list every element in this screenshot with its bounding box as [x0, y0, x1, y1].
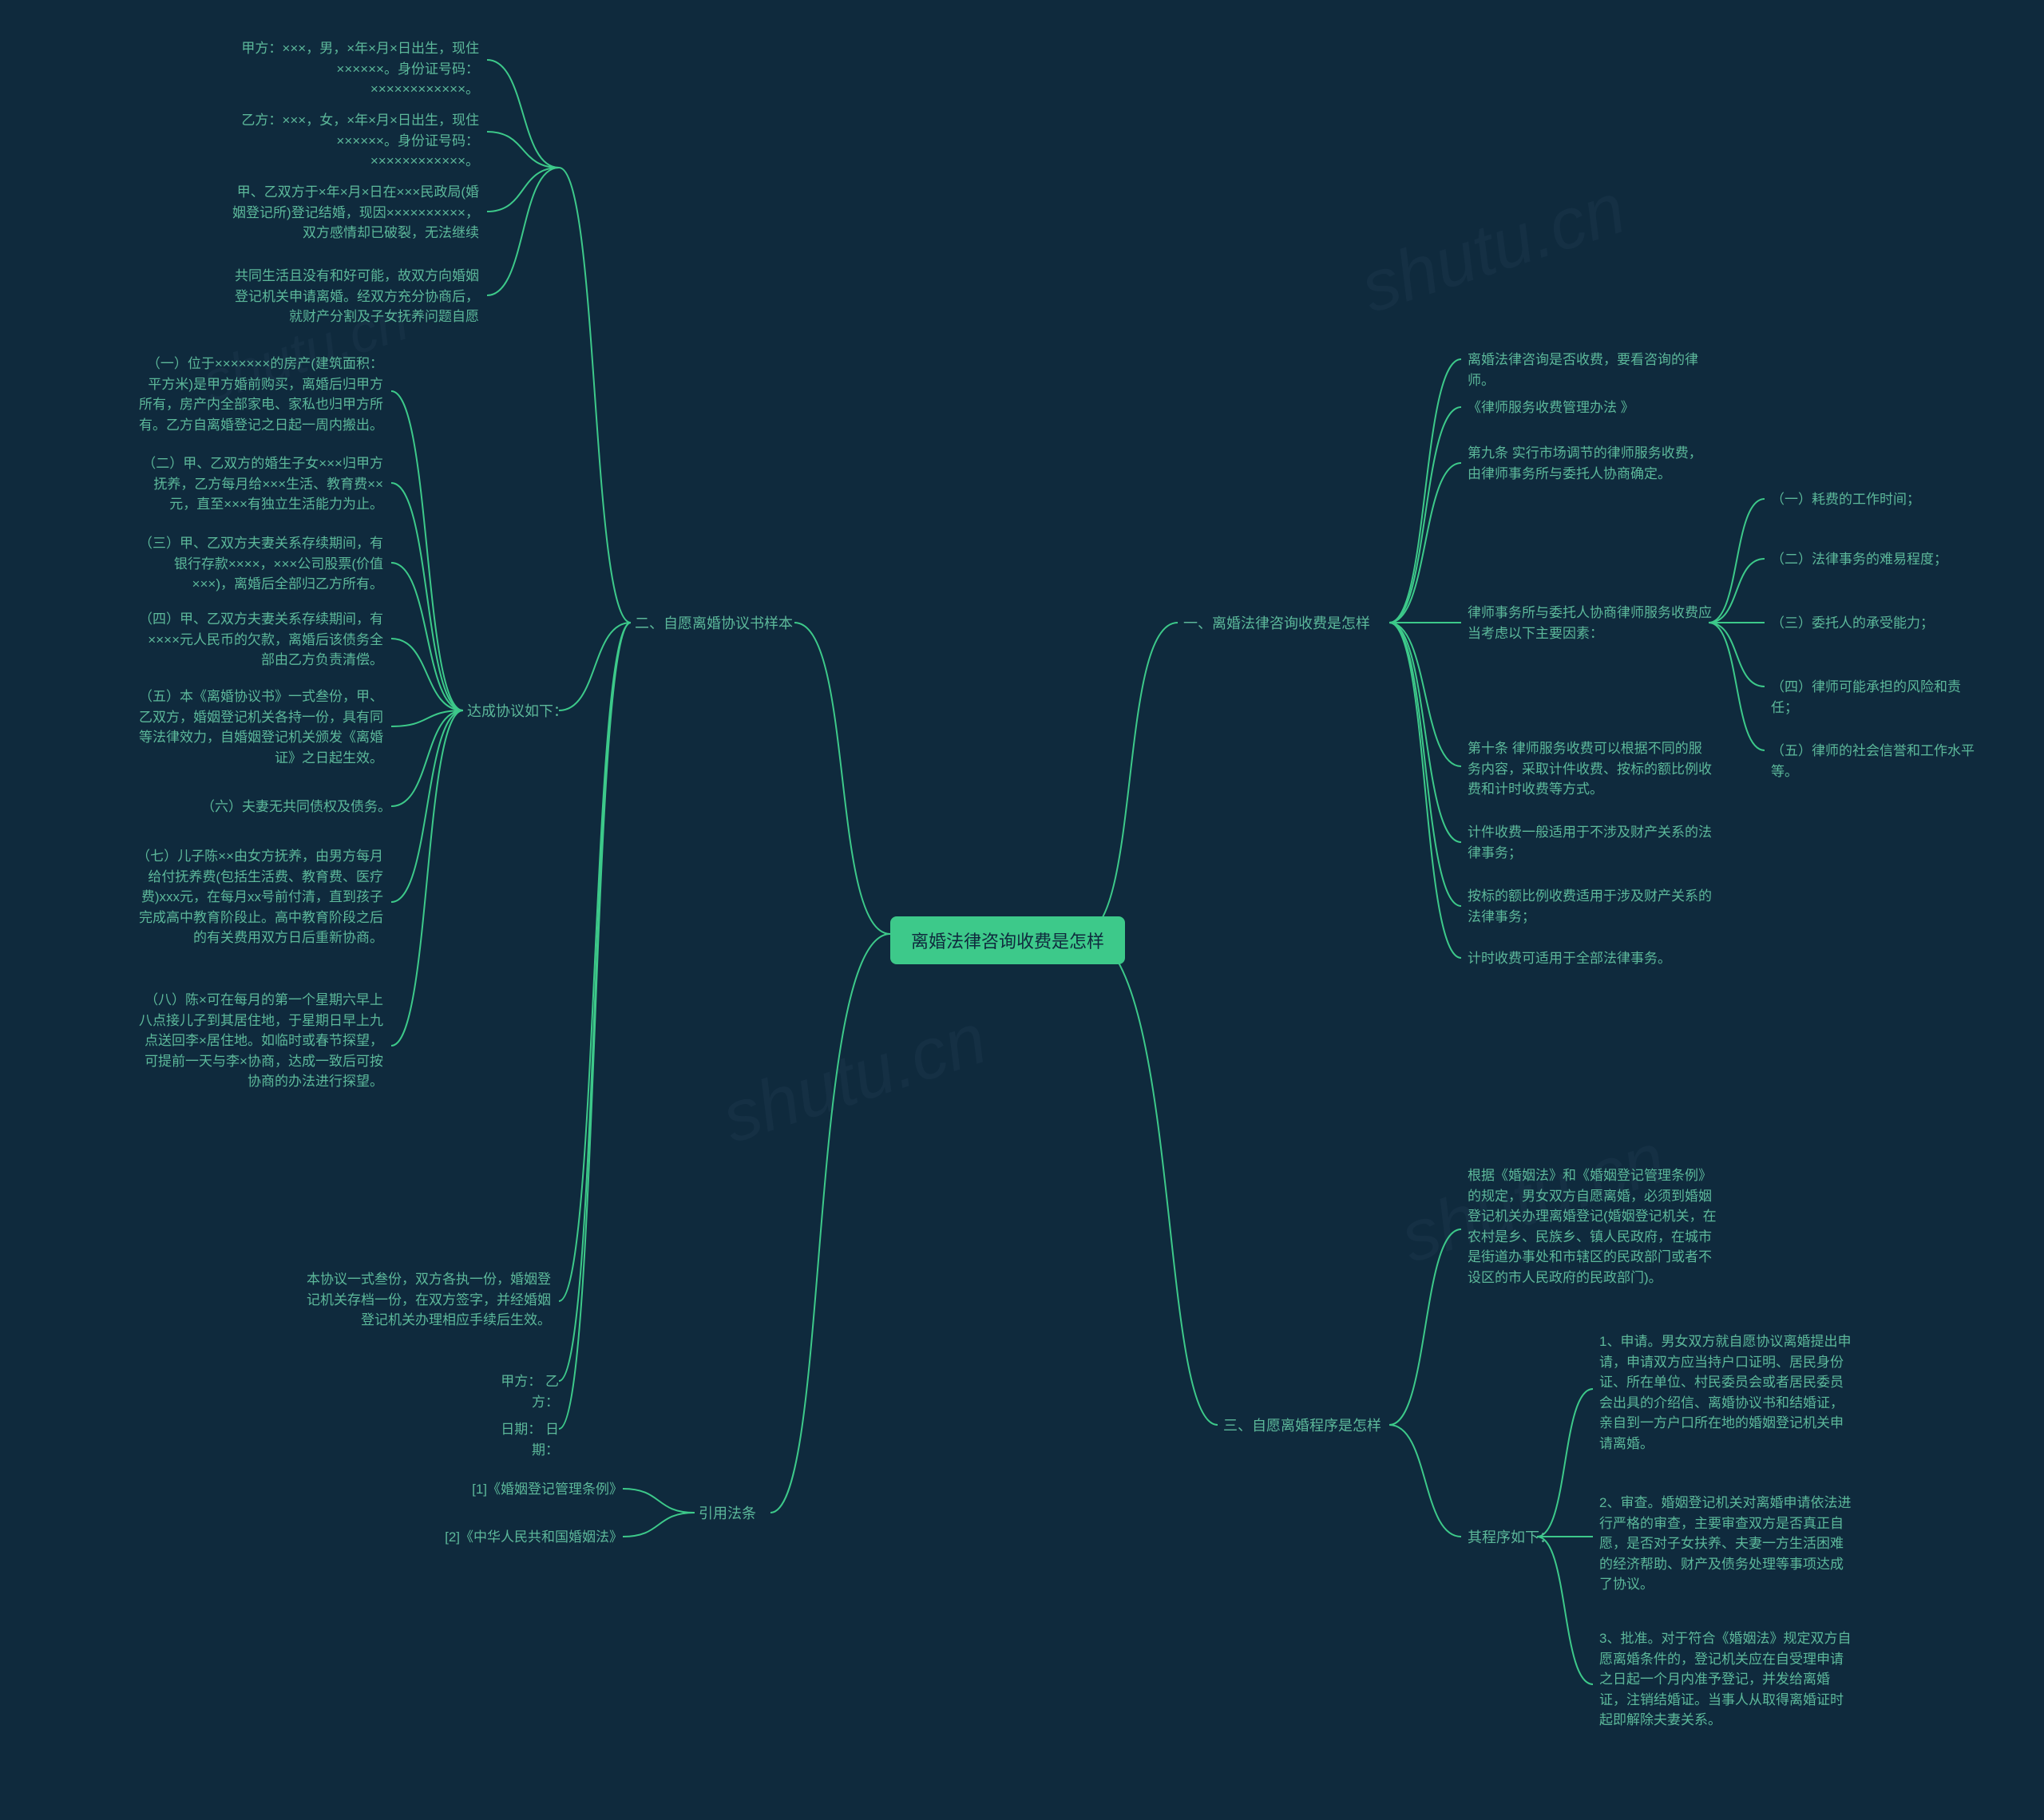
s2-f1: 本协议一式叁份，双方各执一份，婚姻登记机关存档一份，在双方签字，并经婚姻登记机关…: [303, 1269, 551, 1331]
s3-s1: 1、申请。男女双方就自愿协议离婚提出申请，申请双方应当持户口证明、居民身份证、所…: [1599, 1331, 1855, 1454]
s1-n3: 第九条 实行市场调节的律师服务收费，由律师事务所与委托人协商确定。: [1468, 443, 1715, 484]
branch-2: 二、自愿离婚协议书样本: [635, 612, 793, 635]
s1-n5: 第十条 律师服务收费可以根据不同的服务内容，采取计件收费、按标的额比例收费和计时…: [1468, 738, 1715, 800]
s2-agreement-label: 达成协议如下：: [467, 700, 568, 723]
s2-i7: （七）儿子陈××由女方抚养，由男方每月给付抚养费(包括生活费、教育费、医疗费)x…: [136, 846, 383, 948]
branch-3: 三、自愿离婚程序是怎样: [1223, 1414, 1381, 1438]
s4-r2: [2]《中华人民共和国婚姻法》: [431, 1527, 623, 1548]
s3-steps-label: 其程序如下：: [1468, 1526, 1554, 1549]
s1-n7: 按标的额比例收费适用于涉及财产关系的法律事务；: [1468, 886, 1715, 927]
s1-n1: 离婚法律咨询是否收费，要看咨询的律师。: [1468, 350, 1715, 390]
s1-n4: 律师事务所与委托人协商律师服务收费应当考虑以下主要因素：: [1468, 603, 1715, 643]
s2-i5: （五）本《离婚协议书》一式叁份，甲、乙双方，婚姻登记机关各持一份，具有同等法律效…: [136, 686, 383, 768]
s2-i6: （六）夫妻无共同债权及债务。: [200, 797, 391, 817]
s2-i1: （一）位于×××××××的房产(建筑面积： 平方米)是甲方婚前购买，离婚后归甲方…: [136, 354, 383, 435]
s2-h3: 甲、乙双方于×年×月×日在×××民政局(婚姻登记所)登记结婚，现因×××××××…: [232, 182, 479, 243]
s2-h4: 共同生活且没有和好可能，故双方向婚姻登记机关申请离婚。经双方充分协商后，就财产分…: [232, 266, 479, 327]
s2-h1: 甲方：×××，男，×年×月×日出生，现住××××××。身份证号码：×××××××…: [232, 38, 479, 100]
watermark: shutu.cn: [712, 998, 996, 1160]
s1-n6: 计件收费一般适用于不涉及财产关系的法律事务；: [1468, 822, 1715, 863]
s1-f5: （五）律师的社会信誉和工作水平等。: [1771, 741, 1979, 781]
branch-4: 引用法条: [699, 1502, 756, 1525]
watermark: shutu.cn: [1351, 168, 1634, 330]
s2-i4: （四）甲、乙双方夫妻关系存续期间，有××××元人民币的欠款，离婚后该债务全部由乙…: [136, 609, 383, 671]
s3-n1: 根据《婚姻法》和《婚姻登记管理条例》的规定，男女双方自愿离婚，必须到婚姻登记机关…: [1468, 1165, 1723, 1288]
s1-f4: （四）律师可能承担的风险和责任；: [1771, 677, 1979, 718]
s2-i3: （三）甲、乙双方夫妻关系存续期间，有银行存款××××，×××公司股票(价值×××…: [136, 533, 383, 595]
s2-h2: 乙方：×××，女，×年×月×日出生，现住××××××。身份证号码：×××××××…: [232, 110, 479, 172]
s1-f2: （二）法律事务的难易程度；: [1771, 549, 1947, 570]
root-node: 离婚法律咨询收费是怎样: [890, 916, 1125, 964]
s1-n2: 《律师服务收费管理办法 》: [1468, 398, 1634, 418]
s3-s2: 2、审查。婚姻登记机关对离婚申请依法进行严格的审查，主要审查双方是否真正自愿，是…: [1599, 1493, 1855, 1595]
s1-n8: 计时收费可适用于全部法律事务。: [1468, 948, 1671, 969]
s2-f2: 甲方： 乙方：: [475, 1371, 559, 1412]
s1-f1: （一）耗费的工作时间；: [1771, 489, 1920, 510]
s2-f3: 日期： 日期：: [475, 1419, 559, 1460]
s2-i2: （二）甲、乙双方的婚生子女×××归甲方抚养，乙方每月给×××生活、教育费××元，…: [136, 453, 383, 515]
s2-i8: （八）陈×可在每月的第一个星期六早上八点接儿子到其居住地，于星期日早上九点送回李…: [136, 990, 383, 1092]
s1-f3: （三）委托人的承受能力；: [1771, 613, 1934, 634]
s3-s3: 3、批准。对于符合《婚姻法》规定双方自愿离婚条件的，登记机关应在自受理申请之日起…: [1599, 1628, 1855, 1731]
branch-1: 一、离婚法律咨询收费是怎样: [1183, 612, 1370, 635]
s4-r1: [1]《婚姻登记管理条例》: [447, 1479, 623, 1500]
